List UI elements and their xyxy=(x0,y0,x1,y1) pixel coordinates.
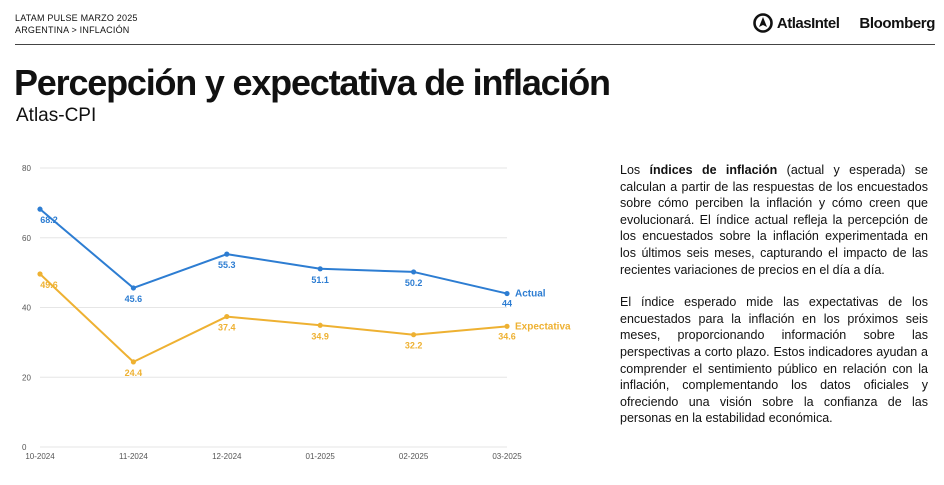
data-label-expectativa-4: 32.2 xyxy=(405,341,423,351)
atlasintel-mark-icon xyxy=(753,13,773,33)
data-label-expectativa-3: 34.9 xyxy=(311,331,329,341)
x-tick-label-10-2024: 10-2024 xyxy=(25,452,55,461)
series-name-expectativa: Expectativa xyxy=(515,321,571,332)
data-point-expectativa-0 xyxy=(37,271,43,277)
y-tick-label-80: 80 xyxy=(22,164,31,173)
data-point-expectativa-5 xyxy=(504,323,510,329)
breadcrumb-report: LATAM PULSE MARZO 2025 xyxy=(15,13,138,23)
data-label-expectativa-1: 24.4 xyxy=(125,368,143,378)
data-point-expectativa-1 xyxy=(130,359,136,365)
data-label-actual-0: 68.2 xyxy=(40,215,58,225)
header-divider xyxy=(15,44,935,45)
data-label-actual-3: 51.1 xyxy=(311,275,329,285)
data-point-expectativa-2 xyxy=(224,313,230,320)
atlasintel-logo: AtlasIntel xyxy=(753,13,840,33)
data-label-actual-2: 55.3 xyxy=(218,260,236,270)
description-highlight: índices de inflación xyxy=(649,163,778,177)
y-tick-label-0: 0 xyxy=(22,443,27,452)
series-line-expectativa xyxy=(39,273,508,363)
data-point-expectativa-4 xyxy=(411,332,417,338)
data-label-expectativa-5: 34.6 xyxy=(498,331,516,341)
data-point-actual-1 xyxy=(130,285,136,291)
data-label-actual-5: 44 xyxy=(502,299,512,309)
inflation-chart: 0 20 40 60 80 10-2024 11-2024 12-2024 01-2025 02-… xyxy=(0,150,600,480)
data-label-expectativa-0: 49.6 xyxy=(40,280,58,290)
page-title: Percepción y expectativa de inflación xyxy=(14,62,611,103)
x-tick-label-03-2025: 03-2025 xyxy=(492,452,522,461)
data-label-actual-4: 50.2 xyxy=(405,278,423,288)
x-tick-label-01-2025: 01-2025 xyxy=(306,452,336,461)
data-label-expectativa-2: 37.4 xyxy=(218,323,236,333)
logos: AtlasIntel Bloomberg xyxy=(753,11,935,35)
data-label-actual-1: 45.6 xyxy=(125,294,143,304)
data-point-actual-3 xyxy=(317,266,323,272)
chart-svg: 0 20 40 60 80 10-2024 11-2024 12-2024 01-2025 02-… xyxy=(22,164,571,461)
data-point-actual-0 xyxy=(37,206,43,212)
description: Los índices de inflación (actual y esper… xyxy=(620,162,928,427)
bloomberg-logo: Bloomberg xyxy=(859,14,935,32)
description-paragraph-2: El índice esperado mide las expectativas… xyxy=(620,295,928,426)
data-point-actual-4 xyxy=(411,269,417,275)
y-tick-label-40: 40 xyxy=(22,304,31,313)
breadcrumb-section: ARGENTINA > INFLACIÓN xyxy=(15,25,130,35)
data-point-actual-5 xyxy=(504,290,510,297)
atlasintel-logo-text: AtlasIntel xyxy=(776,14,840,32)
page-subtitle: Atlas-CPI xyxy=(16,105,97,126)
y-tick-label-20: 20 xyxy=(22,373,31,382)
series-line-actual xyxy=(39,208,508,295)
data-point-actual-2 xyxy=(224,251,230,257)
description-paragraph-1: Los índices de inflación (actual y esper… xyxy=(620,163,928,277)
header: LATAM PULSE MARZO 2025 ARGENTINA > INFLA… xyxy=(15,11,935,45)
data-point-expectativa-3 xyxy=(317,322,323,328)
x-tick-label-02-2025: 02-2025 xyxy=(399,452,429,461)
x-tick-label-12-2024: 12-2024 xyxy=(212,452,242,461)
y-tick-label-60: 60 xyxy=(22,234,31,243)
series-name-actual: Actual xyxy=(515,289,546,300)
x-tick-label-11-2024: 11-2024 xyxy=(119,452,148,461)
